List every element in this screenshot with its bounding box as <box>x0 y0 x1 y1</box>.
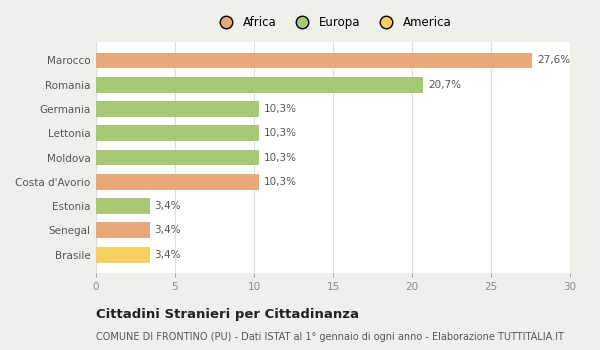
Bar <box>96 223 150 238</box>
Text: COMUNE DI FRONTINO (PU) - Dati ISTAT al 1° gennaio di ogni anno - Elaborazione T: COMUNE DI FRONTINO (PU) - Dati ISTAT al … <box>96 332 564 343</box>
Text: 10,3%: 10,3% <box>263 177 296 187</box>
Text: 10,3%: 10,3% <box>263 104 296 114</box>
Bar <box>96 125 259 141</box>
Bar <box>96 52 532 68</box>
Bar <box>96 149 259 166</box>
Bar <box>96 77 423 92</box>
Bar <box>96 174 259 190</box>
Text: Cittadini Stranieri per Cittadinanza: Cittadini Stranieri per Cittadinanza <box>96 308 359 321</box>
Legend: Africa, Europa, America: Africa, Europa, America <box>209 11 457 33</box>
Text: 20,7%: 20,7% <box>428 80 461 90</box>
Text: 10,3%: 10,3% <box>263 153 296 162</box>
Bar <box>96 247 150 262</box>
Text: 3,4%: 3,4% <box>154 201 181 211</box>
Bar <box>96 101 259 117</box>
Text: 3,4%: 3,4% <box>154 225 181 235</box>
Text: 3,4%: 3,4% <box>154 250 181 260</box>
Text: 10,3%: 10,3% <box>263 128 296 138</box>
Text: 27,6%: 27,6% <box>537 55 570 65</box>
Bar <box>96 198 150 214</box>
